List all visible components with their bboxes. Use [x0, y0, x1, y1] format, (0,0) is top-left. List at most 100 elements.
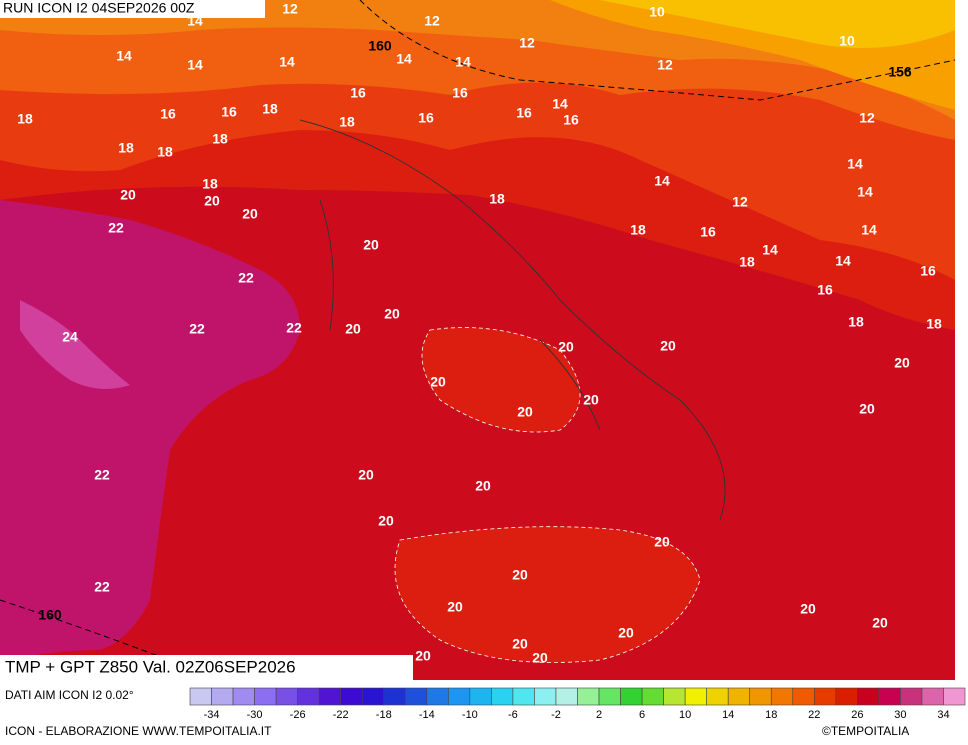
scale-label: -22: [333, 709, 349, 721]
contour-label: 20: [660, 338, 676, 354]
contour-label: 14: [861, 222, 877, 238]
scale-label: -26: [290, 709, 306, 721]
contour-label: 20: [872, 615, 888, 631]
product-title: TMP + GPT Z850 Val. 02Z06SEP2026: [5, 657, 296, 676]
contour-label: 20: [430, 374, 446, 390]
contour-label: 22: [94, 467, 110, 483]
scale-swatch: [361, 687, 385, 706]
scale-label: -2: [551, 709, 561, 721]
contour-label: 16: [350, 85, 366, 101]
contour-label: 18: [489, 191, 505, 207]
scale-swatch: [254, 687, 277, 706]
scale-label: 6: [639, 709, 645, 721]
copyright: ©TEMPOITALIA: [822, 724, 909, 738]
contour-label: 156: [888, 64, 912, 80]
scale-swatch: [340, 687, 363, 706]
scale-label: 22: [808, 709, 820, 721]
contour-label: 16: [817, 282, 833, 298]
scale-swatch: [835, 687, 858, 706]
contour-label: 16: [563, 112, 579, 128]
contour-label: 22: [286, 320, 302, 336]
scale-swatch: [727, 687, 751, 706]
contour-label: 160: [368, 38, 392, 54]
contour-label: 20: [363, 237, 379, 253]
contour-label: 12: [732, 194, 748, 210]
scale-swatch: [426, 687, 449, 706]
scale-swatch: [232, 687, 255, 706]
contour-label: 20: [358, 467, 374, 483]
run-label: RUN ICON I2 04SEP2026 00Z: [3, 0, 195, 16]
contour-label: 18: [739, 254, 755, 270]
scale-label: -14: [419, 709, 435, 721]
scale-swatch: [448, 687, 471, 706]
scale-swatch: [706, 687, 729, 706]
scale-label: 34: [937, 709, 949, 721]
contour-label: 20: [517, 404, 533, 420]
contour-label: 22: [189, 321, 205, 337]
contour-label: 12: [657, 57, 673, 73]
contour-label: 20: [618, 625, 634, 641]
contour-label: 14: [835, 253, 851, 269]
contour-label: 18: [118, 140, 134, 156]
contour-label: 20: [558, 339, 574, 355]
map-background: [0, 0, 956, 681]
contour-label: 14: [116, 48, 132, 64]
contour-label: 20: [512, 636, 528, 652]
scale-swatch: [512, 687, 535, 706]
contour-label: 18: [212, 131, 228, 147]
scale-swatch: [900, 687, 923, 706]
contour-label: 18: [848, 314, 864, 330]
contour-label: 18: [339, 114, 355, 130]
scale-label: 10: [679, 709, 691, 721]
scale-swatch: [555, 687, 578, 706]
contour-label: 20: [345, 321, 361, 337]
contour-label: 18: [262, 101, 278, 117]
title-box: [0, 655, 413, 681]
scale-swatch: [663, 687, 686, 706]
contour-label: 14: [187, 13, 203, 29]
contour-label: 12: [282, 1, 298, 17]
credit: ICON - ELABORAZIONE WWW.TEMPOITALIA.IT: [5, 724, 272, 738]
contour-label: 16: [418, 110, 434, 126]
contour-label: 12: [424, 13, 440, 29]
scale-swatch: [275, 687, 298, 706]
scale-label: -6: [508, 709, 518, 721]
scale-swatch: [620, 687, 643, 706]
scale-label: 30: [894, 709, 906, 721]
contour-label: 14: [455, 54, 471, 70]
scale-swatch: [577, 687, 600, 706]
contour-label: 20: [654, 534, 670, 550]
contour-label: 22: [238, 270, 254, 286]
contour-label: 10: [839, 33, 855, 49]
scale-swatch: [857, 687, 880, 706]
scale-swatch: [383, 687, 406, 706]
contour-label: 16: [920, 263, 936, 279]
contour-label: 20: [415, 648, 431, 664]
contour-label: 20: [242, 206, 258, 222]
contour-label: 14: [279, 54, 295, 70]
scale-swatch: [792, 687, 815, 706]
scale-swatch: [641, 687, 664, 706]
color-scale: -34 -30 -26 -22 -18 -14 -10 -6 -2 2 6 10 14 18 22 26 30 3…: [189, 687, 966, 721]
contour-label: 16: [700, 224, 716, 240]
contour-label: 18: [926, 316, 942, 332]
contour-label: 18: [202, 176, 218, 192]
contour-label: 24: [62, 329, 78, 345]
contour-label: 20: [894, 355, 910, 371]
contour-label: 20: [447, 599, 463, 615]
scale-swatch: [469, 687, 492, 706]
scale-swatch: [404, 687, 428, 706]
scale-swatch: [491, 687, 514, 706]
scale-swatch: [749, 687, 772, 706]
scale-label: -30: [247, 709, 263, 721]
contour-label: 16: [516, 105, 532, 121]
contour-label: 22: [94, 579, 110, 595]
contour-label: 18: [630, 222, 646, 238]
scale-swatch: [770, 687, 794, 706]
contour-label: 18: [157, 144, 173, 160]
contour-label: 10: [649, 4, 665, 20]
contour-label: 14: [654, 173, 670, 189]
scale-label: 26: [851, 709, 863, 721]
